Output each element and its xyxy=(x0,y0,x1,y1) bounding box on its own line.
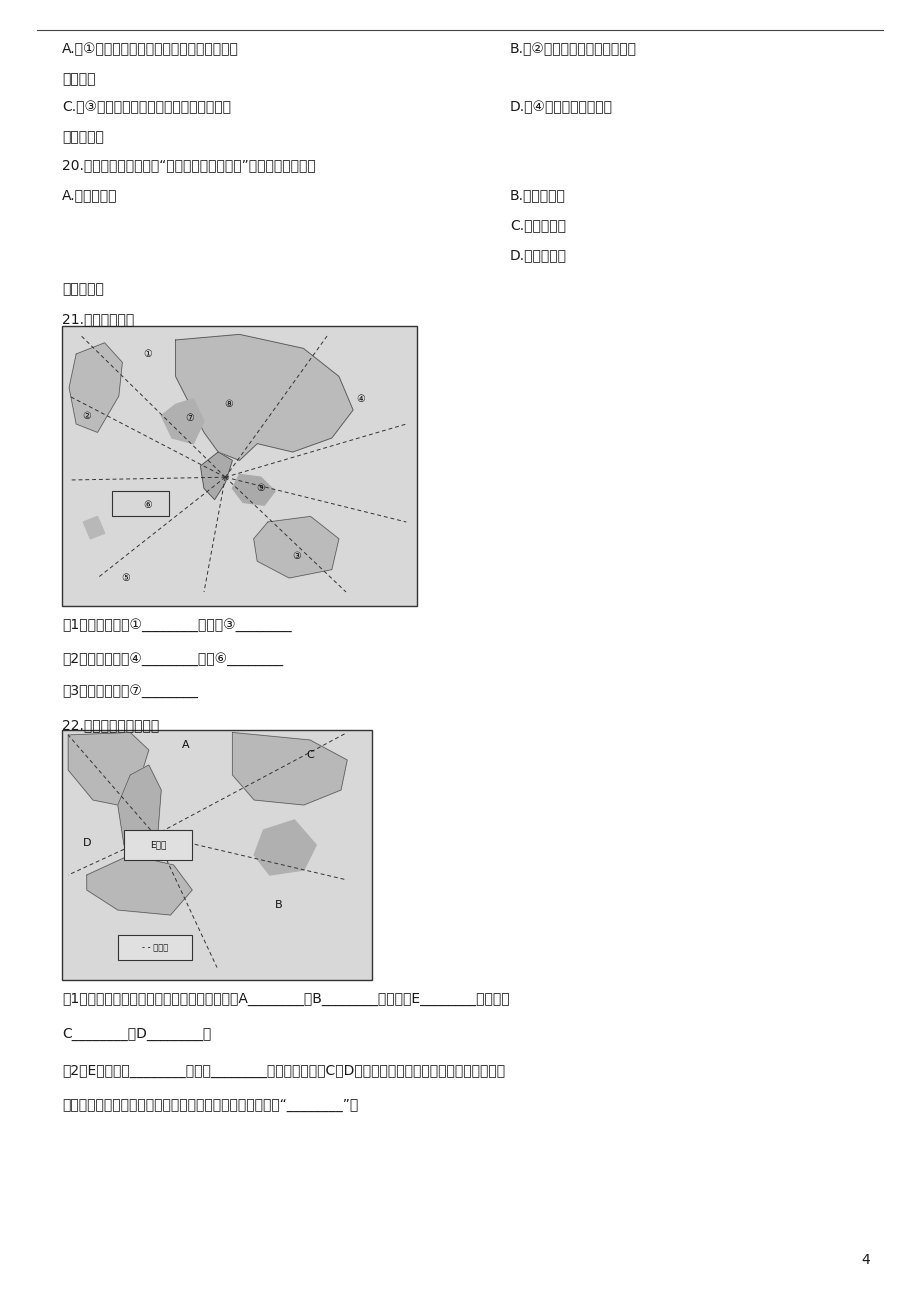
Text: C.　印度半岛: C. 印度半岛 xyxy=(509,217,565,232)
Polygon shape xyxy=(69,342,122,432)
Bar xyxy=(118,935,192,960)
Text: B.　日本群岛: B. 日本群岛 xyxy=(509,187,565,202)
Text: （3）海峡名称：⑦________: （3）海峡名称：⑦________ xyxy=(62,684,198,698)
Bar xyxy=(62,326,416,605)
Polygon shape xyxy=(254,517,338,578)
Polygon shape xyxy=(118,766,161,855)
Bar xyxy=(111,491,168,517)
Polygon shape xyxy=(161,398,204,444)
Text: ⑥: ⑥ xyxy=(142,500,152,510)
Text: D.　④是台湾海峡，连接: D. ④是台湾海峡，连接 xyxy=(509,100,612,115)
Polygon shape xyxy=(254,820,316,875)
Text: - - 航海线: - - 航海线 xyxy=(142,943,168,952)
Text: ③: ③ xyxy=(291,551,301,561)
Text: A.　①是直布罗陌海峡，连接印度洋与大西洋: A. ①是直布罗陌海峡，连接印度洋与大西洋 xyxy=(62,42,239,56)
Text: D: D xyxy=(83,837,91,848)
Text: C________，D________。: C________，D________。 xyxy=(62,1027,211,1042)
Text: 黄海与东海: 黄海与东海 xyxy=(62,130,104,145)
Text: ④: ④ xyxy=(356,393,364,404)
Text: 洋与红海: 洋与红海 xyxy=(62,72,96,86)
Text: （2）E海峡位于________半岛和________岛之间。是连接C和D的重要海上通道，是从非洲、欧洲向东航: （2）E海峡位于________半岛和________岛之间。是连接C和D的重要… xyxy=(62,1064,505,1078)
Bar xyxy=(124,829,192,861)
Text: ①: ① xyxy=(142,349,152,359)
Text: ⑧: ⑧ xyxy=(224,400,233,409)
Polygon shape xyxy=(233,474,275,505)
Text: 二、综合题: 二、综合题 xyxy=(62,283,104,296)
Text: 22.读下图，回答问题。: 22.读下图，回答问题。 xyxy=(62,717,159,732)
Text: （1）大洲名称：①________　　　③________: （1）大洲名称：①________ ③________ xyxy=(62,618,291,631)
Text: E海峡: E海峡 xyxy=(150,841,166,849)
Text: 20.下列地区，地形具有“山河相间、纵列分布”特点的是（　　）: 20.下列地区，地形具有“山河相间、纵列分布”特点的是（ ） xyxy=(62,158,315,172)
Text: （2）大洋名称：④________　　⑥________: （2）大洋名称：④________ ⑥________ xyxy=(62,652,283,667)
Polygon shape xyxy=(176,335,353,461)
Polygon shape xyxy=(68,733,149,805)
Text: C: C xyxy=(306,750,313,760)
Text: ⑨: ⑨ xyxy=(256,483,265,493)
Text: D.　马来群岛: D. 马来群岛 xyxy=(509,247,566,262)
Text: （1）写出字母所代表的地理事物名称。大洲：A________，B________，海峡：E________。大洋：: （1）写出字母所代表的地理事物名称。大洲：A________，B________… xyxy=(62,992,509,1006)
Text: B.　②是苏伊士运河，沟通印度: B. ②是苏伊士运河，沟通印度 xyxy=(509,42,636,56)
Text: 行到东亚、东南亚各港口最短航线的必经之地，日本称其为“________”。: 行到东亚、东南亚各港口最短航线的必经之地，日本称其为“________”。 xyxy=(62,1098,357,1112)
Text: ⑦: ⑦ xyxy=(186,414,194,423)
Text: A.　中南半岛: A. 中南半岛 xyxy=(62,187,118,202)
Text: 21.读图，回答：: 21.读图，回答： xyxy=(62,312,134,326)
Bar xyxy=(62,730,371,980)
Text: ⑤: ⑤ xyxy=(121,573,130,583)
Text: B: B xyxy=(275,900,282,910)
Polygon shape xyxy=(84,517,105,539)
Polygon shape xyxy=(200,452,233,500)
Text: ②: ② xyxy=(83,410,91,421)
Polygon shape xyxy=(86,855,192,915)
Text: C.　③是马六甲海峡，连通太平洋与印度洋: C. ③是马六甲海峡，连通太平洋与印度洋 xyxy=(62,100,231,115)
Text: 4: 4 xyxy=(860,1253,869,1267)
Polygon shape xyxy=(233,733,346,805)
Text: A: A xyxy=(182,740,189,750)
